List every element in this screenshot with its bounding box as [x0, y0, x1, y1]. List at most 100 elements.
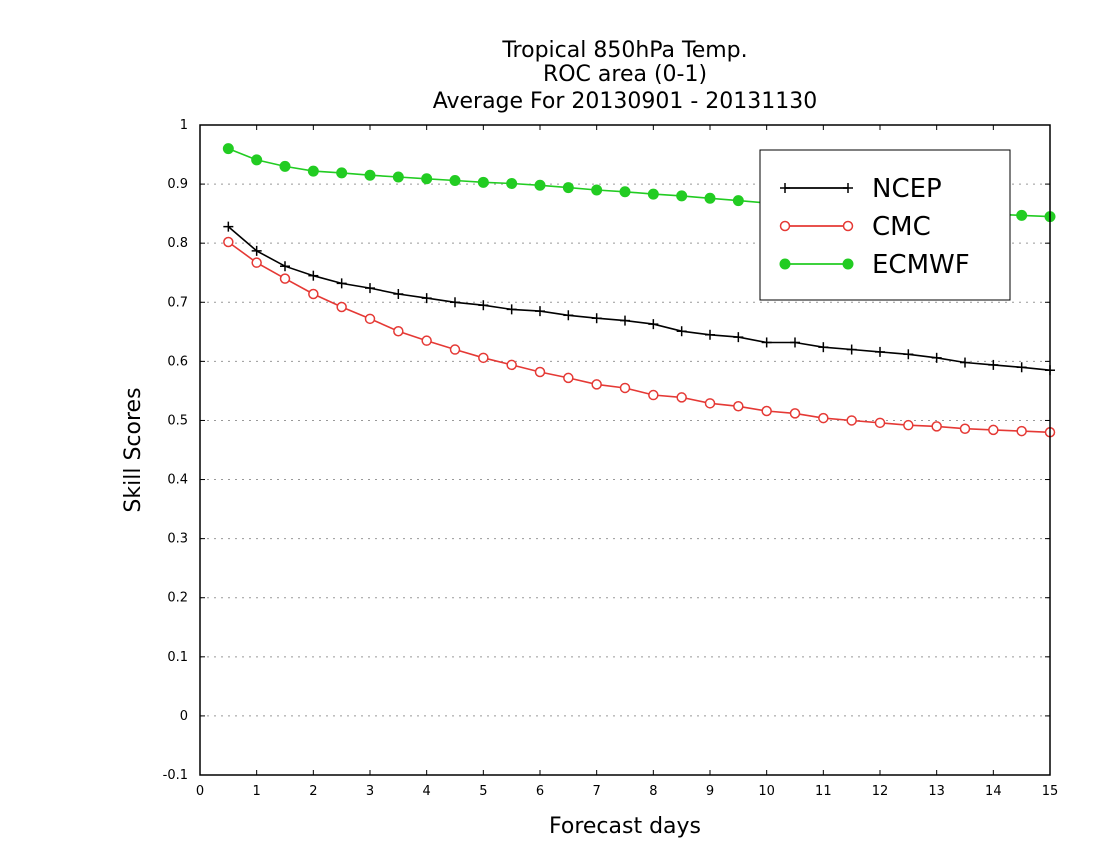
title-line-2: ROC area (0-1) [543, 62, 707, 87]
cmc-point [591, 379, 602, 390]
legend: NCEP CMC ECMWF [759, 149, 1011, 301]
x-tick-label: 8 [649, 784, 657, 799]
ncep-point [450, 297, 460, 308]
y-tick-label: 0.1 [167, 650, 188, 665]
x-tick-label: 1 [253, 784, 261, 799]
cmc-point [506, 359, 517, 371]
ecmwf-point [364, 169, 376, 181]
y-tick-label: 0.5 [167, 413, 188, 428]
ncep-point [365, 283, 375, 294]
x-tick-label: 3 [366, 784, 374, 799]
ncep-point [393, 289, 404, 299]
x-tick-label: 13 [928, 784, 945, 799]
cmc-point [648, 389, 659, 401]
cmc-point [733, 401, 744, 412]
cmc-point [563, 372, 574, 384]
plot-frame [199, 124, 1051, 776]
cmc-point [874, 417, 886, 429]
legend-item-ecmwf: ECMWF [779, 250, 970, 280]
ecmwf-point [732, 195, 744, 207]
legend-marker [780, 183, 790, 193]
ncep-point [251, 245, 262, 256]
x-axis-label: Forecast days [549, 814, 701, 839]
ncep-point [620, 315, 630, 326]
cmc-point [959, 423, 971, 434]
ecmwf-point [676, 190, 688, 202]
ecmwf-point [336, 167, 348, 179]
series-cmc [223, 236, 1056, 438]
y-tick-label: 0.6 [167, 354, 188, 369]
legend-label: NCEP [872, 174, 942, 204]
legend-marker [842, 220, 854, 232]
x-axis-ticks: 0 1 2 3 4 5 6 7 8 9 10 11 12 13 14 15 [196, 125, 1058, 799]
y-tick-label: 0.4 [167, 473, 188, 488]
cmc-point [903, 419, 914, 431]
x-tick-label: 6 [536, 784, 544, 799]
ncep-point [535, 306, 545, 317]
ncep-point [761, 337, 772, 348]
legend-item-cmc: CMC [779, 212, 931, 242]
cmc-point [449, 344, 461, 355]
cmc-point [676, 392, 687, 403]
cmc-point [308, 288, 319, 300]
ecmwf-point [704, 192, 716, 204]
legend-label: ECMWF [872, 250, 970, 280]
ncep-point [591, 313, 602, 324]
ncep-point [960, 357, 970, 368]
ncep-point [308, 270, 319, 281]
cmc-point [336, 301, 347, 313]
legend-item-ncep: NCEP [780, 174, 942, 204]
ncep-point [421, 293, 432, 304]
x-tick-label: 14 [985, 784, 1002, 799]
cmc-point [478, 352, 489, 364]
title-line-3: Average For 20130901 - 20131130 [433, 89, 818, 114]
y-tick-label: 0.3 [167, 532, 188, 547]
x-tick-label: 11 [815, 784, 832, 799]
ecmwf-point [421, 173, 433, 185]
cmc-point [393, 325, 404, 337]
ncep-point [818, 342, 829, 353]
x-tick-label: 5 [479, 784, 487, 799]
cmc-point [279, 273, 291, 284]
cmc-point [223, 236, 234, 248]
x-tick-label: 0 [196, 784, 204, 799]
ncep-point [875, 346, 885, 357]
cmc-point [988, 424, 999, 436]
legend-label: CMC [872, 212, 931, 242]
grid [200, 183, 1050, 717]
y-tick-label: 0.9 [167, 177, 188, 192]
ncep-point [676, 326, 687, 337]
ecmwf-point [562, 182, 574, 194]
cmc-point [818, 412, 829, 424]
cmc-point [704, 398, 716, 409]
ecmwf-point [1016, 209, 1028, 221]
legend-marker [779, 258, 791, 270]
y-axis-ticks: -0.1 0 0.1 0.2 0.3 0.4 0.5 0.6 0.7 0.8 0.9 1 [163, 118, 1050, 783]
ecmwf-point [619, 186, 631, 198]
cmc-point [619, 382, 631, 394]
ncep-point [223, 221, 234, 232]
ecmwf-point [392, 171, 404, 183]
legend-marker [842, 258, 854, 270]
ecmwf-point [449, 175, 461, 187]
cmc-point [421, 335, 432, 346]
cmc-point [534, 366, 546, 378]
x-tick-label: 12 [872, 784, 889, 799]
ecmwf-point [477, 176, 489, 188]
chart-title: Tropical 850hPa Temp. ROC area (0-1) Ave… [433, 38, 818, 114]
cmc-point [761, 405, 772, 417]
cmc-point [251, 257, 262, 268]
x-tick-label: 2 [309, 784, 317, 799]
y-tick-label: -0.1 [163, 768, 188, 783]
y-tick-label: 0.7 [167, 295, 188, 310]
cmc-point [364, 313, 376, 325]
cmc-point [931, 421, 942, 432]
ecmwf-point [534, 179, 546, 191]
ecmwf-point [279, 160, 291, 172]
y-tick-label: 0 [180, 709, 188, 724]
ncep-point [563, 310, 574, 321]
legend-marker [843, 183, 853, 193]
y-tick-label: 0.2 [167, 591, 188, 606]
cmc-point [846, 415, 857, 426]
